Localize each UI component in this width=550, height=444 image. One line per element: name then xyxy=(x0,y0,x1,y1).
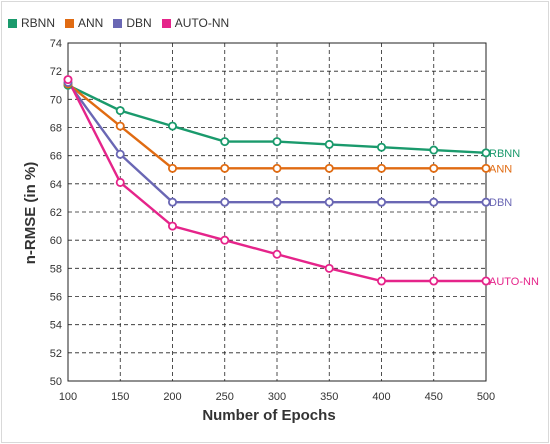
point-auto-nn xyxy=(324,263,334,273)
point-auto-nn xyxy=(115,177,125,187)
y-tick-label: 64 xyxy=(50,179,62,191)
legend-label-auto-nn: AUTO-NN xyxy=(174,16,230,30)
y-axis-label: n-RMSE (in %) xyxy=(22,162,39,265)
y-tick-label: 60 xyxy=(50,235,62,247)
y-tick-label: 74 xyxy=(50,38,62,50)
legend: RBNN ANN DBN AUTO-NN xyxy=(8,14,239,32)
point-ann xyxy=(481,163,491,173)
end-label-auto-nn: AUTO-NN xyxy=(489,276,539,288)
point-dbn xyxy=(272,197,282,207)
point-ann xyxy=(376,163,386,173)
y-tick-label: 72 xyxy=(50,66,62,78)
x-tick-label: 100 xyxy=(59,391,77,403)
point-ann xyxy=(272,163,282,173)
series-layer: RBNN ANN DBN AUTO-NN xyxy=(63,75,539,288)
legend-item-auto-nn: AUTO-NN xyxy=(161,16,230,30)
point-dbn xyxy=(481,197,491,207)
point-ann xyxy=(220,163,230,173)
grid xyxy=(67,42,487,382)
point-dbn xyxy=(220,197,230,207)
x-tick-label: 150 xyxy=(111,391,129,403)
y-tick-label: 58 xyxy=(50,263,62,275)
point-dbn xyxy=(376,197,386,207)
x-tick-label: 300 xyxy=(268,391,286,403)
point-dbn xyxy=(115,149,125,159)
point-rbnn xyxy=(481,148,491,158)
point-dbn xyxy=(429,197,439,207)
point-auto-nn xyxy=(220,235,230,245)
y-tick-label: 66 xyxy=(50,151,62,163)
legend-label-rbnn: RBNN xyxy=(21,16,56,30)
point-ann xyxy=(324,163,334,173)
plot-border xyxy=(67,42,487,382)
legend-swatch-dbn xyxy=(113,18,123,28)
point-rbnn xyxy=(324,139,334,149)
y-tick-label: 52 xyxy=(50,348,62,360)
y-tick-label: 56 xyxy=(50,292,62,304)
x-tick-label: 450 xyxy=(425,391,443,403)
point-auto-nn xyxy=(376,276,386,286)
y-tick-label: 68 xyxy=(50,123,62,135)
x-tick-label: 500 xyxy=(477,391,495,403)
legend-swatch-rbnn xyxy=(8,18,17,28)
end-label-rbnn: RBNN xyxy=(489,148,520,160)
point-rbnn xyxy=(376,142,386,152)
y-tick-label: 70 xyxy=(50,94,62,106)
legend-item-ann: ANN xyxy=(65,16,103,30)
point-rbnn xyxy=(429,145,439,155)
point-auto-nn xyxy=(481,276,491,286)
point-rbnn xyxy=(167,121,177,131)
legend-swatch-auto-nn xyxy=(161,18,171,28)
legend-swatch-ann xyxy=(65,18,75,28)
point-ann xyxy=(115,121,125,131)
x-axis-label: Number of Epochs xyxy=(202,407,335,424)
legend-label-dbn: DBN xyxy=(126,16,152,30)
x-tick-label: 350 xyxy=(320,391,338,403)
point-auto-nn xyxy=(167,221,177,231)
point-dbn xyxy=(167,197,177,207)
end-label-dbn: DBN xyxy=(489,197,512,209)
y-tick-label: 62 xyxy=(50,207,62,219)
point-rbnn xyxy=(272,137,282,147)
point-auto-nn xyxy=(63,75,73,85)
legend-item-rbnn: RBNN xyxy=(8,16,55,30)
point-dbn xyxy=(324,197,334,207)
x-tick-label: 250 xyxy=(216,391,234,403)
point-ann xyxy=(167,163,177,173)
point-auto-nn xyxy=(272,249,282,259)
point-ann xyxy=(429,163,439,173)
point-rbnn xyxy=(220,137,230,147)
end-label-ann: ANN xyxy=(489,163,512,175)
x-tick-label: 400 xyxy=(372,391,390,403)
y-tick-label: 54 xyxy=(50,320,62,332)
legend-item-dbn: DBN xyxy=(113,16,152,30)
x-tick-label: 200 xyxy=(163,391,181,403)
point-auto-nn xyxy=(429,276,439,286)
legend-label-ann: ANN xyxy=(78,16,104,30)
point-rbnn xyxy=(115,106,125,116)
axes: 50 52 54 56 58 60 62 64 66 68 70 72 74 100 150 200 250 30… xyxy=(50,38,495,403)
y-tick-label: 50 xyxy=(50,376,62,388)
